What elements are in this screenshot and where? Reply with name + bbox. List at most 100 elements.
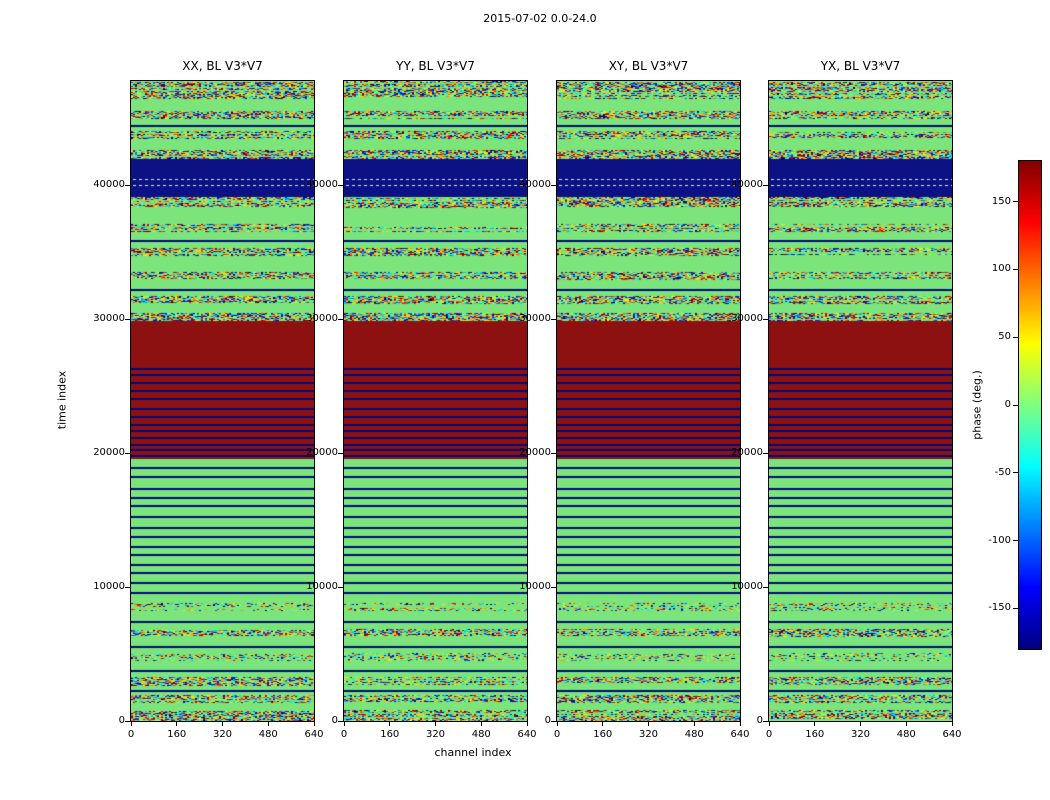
y-tick-label: 20000 — [306, 447, 338, 459]
x-tick-label: 480 — [896, 729, 916, 740]
y-tick-label: 10000 — [306, 581, 338, 593]
y-tick-label: 10000 — [519, 581, 551, 593]
colorbar-tick-label: 50 — [998, 331, 1011, 343]
y-tick-label: 0 — [756, 715, 763, 726]
y-tick-mark — [125, 452, 130, 454]
x-tick-label: 0 — [553, 729, 561, 740]
x-tick-label: 160 — [805, 729, 825, 740]
x-tick-label: 640 — [730, 729, 750, 740]
colorbar-tick-label: 150 — [991, 195, 1011, 207]
x-tick-mark — [313, 722, 315, 726]
panel-xx: XX, BL V3*V7 0 10000 20000 30000 40000 0 160 32… — [93, 59, 323, 740]
y-tick-label: 40000 — [731, 179, 763, 191]
y-tick-label: 30000 — [306, 313, 338, 325]
x-tick-label: 480 — [684, 729, 704, 740]
y-tick-label: 30000 — [93, 313, 125, 325]
y-tick-mark — [551, 452, 556, 454]
colorbar-tick-mark — [1013, 540, 1018, 542]
x-tick-mark — [130, 722, 132, 726]
y-tick-label: 10000 — [731, 581, 763, 593]
colorbar-tick-label: -100 — [988, 534, 1011, 546]
x-tick-label: 0 — [127, 729, 135, 740]
y-tick-mark — [763, 318, 768, 320]
colorbar-tick-label: -150 — [988, 602, 1011, 614]
x-tick-label: 640 — [304, 729, 324, 740]
panel-title-xy: XY, BL V3*V7 — [608, 59, 689, 73]
x-tick-mark — [435, 722, 436, 726]
colorbar-tick-mark — [1013, 404, 1018, 406]
x-tick-label: 160 — [593, 729, 613, 740]
panel-title-yx: YX, BL V3*V7 — [820, 59, 901, 73]
y-tick-label: 0 — [118, 715, 125, 726]
x-tick-label: 640 — [517, 729, 537, 740]
y-tick-mark — [125, 586, 130, 588]
colorbar-gradient — [1019, 161, 1041, 649]
colorbar: phase (deg.) 150 100 50 0 -50 -100 -150 — [971, 160, 1042, 650]
y-tick-label: 40000 — [93, 179, 125, 191]
y-tick-label: 20000 — [93, 447, 125, 459]
y-tick-mark — [125, 318, 130, 320]
colorbar-tick-label: 0 — [1004, 399, 1011, 410]
colorbar-tick-label: 100 — [991, 263, 1011, 275]
y-tick-label: 20000 — [519, 447, 551, 459]
x-tick-label: 320 — [212, 729, 233, 740]
x-tick-mark — [905, 722, 907, 726]
x-tick-mark — [343, 722, 345, 726]
y-tick-mark — [551, 184, 556, 186]
y-tick-mark — [125, 720, 130, 722]
y-tick-mark — [763, 184, 768, 186]
x-tick-mark — [480, 722, 482, 726]
y-tick-label: 30000 — [519, 313, 551, 325]
y-tick-label: 20000 — [731, 447, 763, 459]
y-tick-mark — [551, 720, 556, 722]
x-tick-mark — [648, 722, 649, 726]
y-tick-mark — [763, 586, 768, 588]
y-tick-label: 0 — [331, 715, 338, 726]
y-tick-mark — [551, 586, 556, 588]
x-tick-mark — [951, 722, 953, 726]
heatmap-xy — [557, 81, 740, 721]
y-tick-mark — [763, 720, 768, 722]
heatmap-yx — [769, 81, 952, 721]
y-tick-label: 10000 — [93, 581, 125, 593]
panel-title-yy: YY, BL V3*V7 — [396, 59, 475, 73]
y-tick-label: 40000 — [306, 179, 338, 191]
x-tick-mark — [222, 722, 223, 726]
x-tick-label: 480 — [258, 729, 278, 740]
x-tick-mark — [389, 722, 391, 726]
x-tick-mark — [739, 722, 741, 726]
panel-yx: YX, BL V3*V7 0 10000 20000 30000 40000 0 160 32… — [731, 59, 961, 740]
y-axis-label: time index — [55, 370, 69, 430]
colorbar-tick-label: -50 — [994, 466, 1011, 478]
heatmap-xx — [131, 81, 314, 721]
panel-xy: XY, BL V3*V7 0 10000 20000 30000 40000 0 160 32… — [519, 59, 749, 740]
y-tick-label: 30000 — [731, 313, 763, 325]
x-tick-mark — [768, 722, 770, 726]
x-tick-label: 320 — [638, 729, 659, 740]
x-tick-mark — [814, 722, 816, 726]
x-tick-label: 0 — [765, 729, 773, 740]
x-tick-label: 320 — [850, 729, 871, 740]
y-tick-mark — [338, 318, 343, 320]
y-tick-mark — [125, 184, 130, 186]
y-tick-label: 40000 — [519, 179, 551, 191]
y-tick-label: 0 — [544, 715, 551, 726]
x-tick-label: 0 — [340, 729, 348, 740]
x-tick-label: 160 — [167, 729, 187, 740]
colorbar-tick-mark — [1013, 201, 1018, 203]
x-tick-mark — [176, 722, 178, 726]
x-tick-mark — [556, 722, 558, 726]
x-tick-label: 640 — [942, 729, 962, 740]
panel-yy: YY, BL V3*V7 0 10000 20000 30000 40000 0 160 32… — [306, 59, 536, 740]
y-tick-mark — [763, 452, 768, 454]
x-tick-mark — [267, 722, 269, 726]
x-axis-label: channel index — [434, 746, 512, 759]
colorbar-tick-mark — [1013, 607, 1018, 609]
y-tick-mark — [338, 720, 343, 722]
x-tick-mark — [860, 722, 861, 726]
y-tick-mark — [338, 586, 343, 588]
figure-title: 2015-07-02 0.0-24.0 — [483, 12, 597, 25]
colorbar-tick-mark — [1013, 472, 1018, 474]
x-tick-label: 160 — [380, 729, 400, 740]
y-tick-mark — [338, 452, 343, 454]
